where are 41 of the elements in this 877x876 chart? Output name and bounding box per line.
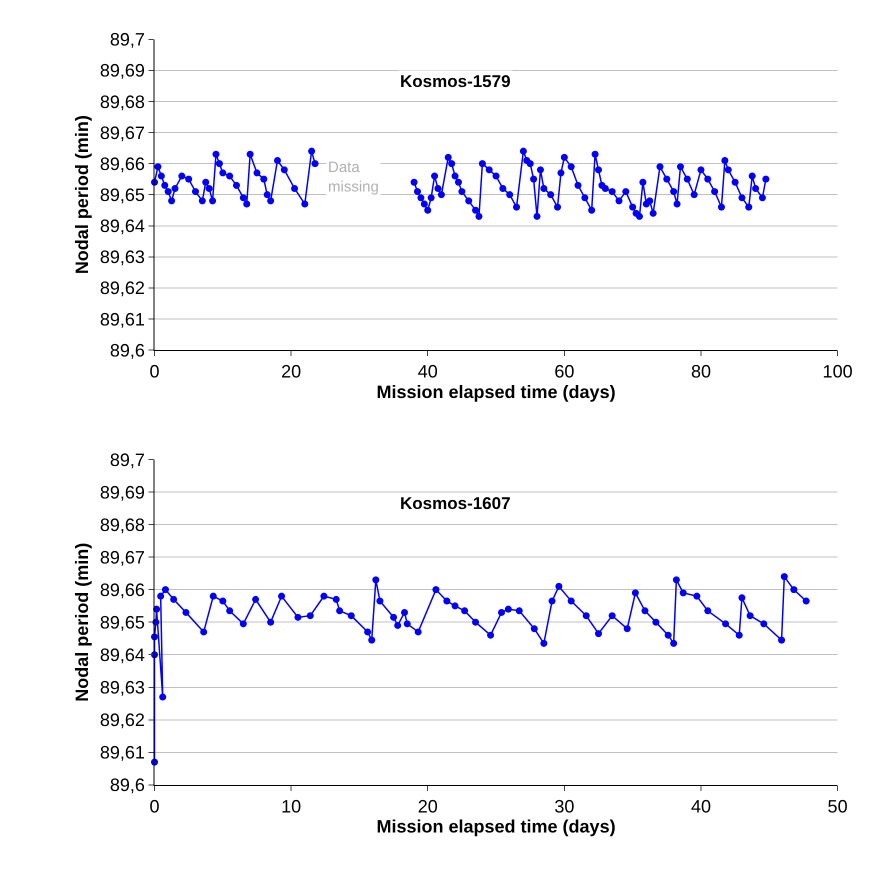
- y-tick-label: 89,65: [100, 184, 145, 205]
- y-tick-label: 89,63: [100, 247, 145, 268]
- x-tick-label: 0: [150, 362, 160, 382]
- y-tick-label: 89,69: [100, 482, 145, 502]
- y-tick-label: 89,61: [100, 742, 145, 763]
- y-tick-label: 89,66: [100, 154, 145, 174]
- y-tick-label: 89,69: [100, 60, 145, 81]
- y-tick-label: 89,6: [110, 340, 145, 360]
- annotation: Data missing: [328, 159, 379, 196]
- y-axis-title: Nodal period (min): [72, 115, 92, 274]
- y-tick-label: 89,67: [100, 122, 145, 143]
- y-tick-label: 89,6: [110, 775, 145, 796]
- x-tick-label: 30: [554, 796, 574, 816]
- y-tick-label: 89,64: [100, 216, 145, 236]
- y-tick-label: 89,67: [100, 547, 145, 568]
- y-tick-label: 89,7: [110, 30, 145, 50]
- x-tick-label: 20: [281, 362, 302, 382]
- y-tick-label: 89,68: [100, 514, 145, 535]
- x-tick-label: 20: [418, 796, 438, 816]
- x-tick-label: 0: [150, 796, 160, 816]
- y-axis-title: Nodal period (min): [72, 542, 92, 702]
- y-tick-label: 89,66: [100, 580, 145, 600]
- x-tick-label: 80: [690, 362, 711, 382]
- x-axis-title: Mission elapsed time (days): [376, 816, 616, 837]
- y-tick-label: 89,61: [100, 309, 145, 330]
- y-tick-label: 89,64: [100, 645, 145, 666]
- text: Kosmos-1607: [400, 494, 511, 513]
- x-tick-label: 50: [828, 796, 848, 816]
- y-tick-label: 89,63: [100, 678, 145, 698]
- x-tick-label: 10: [281, 796, 302, 816]
- x-tick-label: 40: [418, 362, 438, 382]
- y-tick-label: 89,62: [100, 710, 145, 730]
- y-tick-label: 89,65: [100, 612, 145, 632]
- x-tick-label: 40: [690, 796, 711, 816]
- y-tick-label: 89,68: [100, 92, 145, 112]
- x-tick-label: 60: [554, 362, 574, 382]
- x-tick-label: 100: [822, 362, 853, 382]
- x-axis-title: Mission elapsed time (days): [376, 382, 616, 402]
- y-tick-label: 89,62: [100, 278, 145, 298]
- text: Kosmos-1579: [400, 72, 511, 91]
- y-tick-label: 89,7: [110, 450, 145, 470]
